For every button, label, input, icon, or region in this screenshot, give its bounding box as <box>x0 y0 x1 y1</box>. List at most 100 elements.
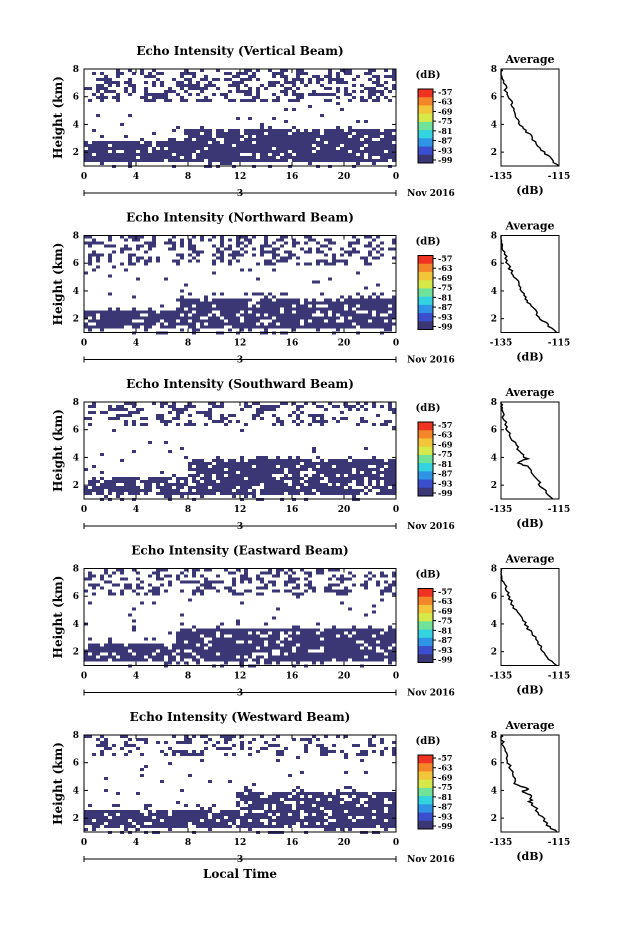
echo-cell <box>284 819 288 822</box>
echo-cell <box>296 141 300 144</box>
echo-cell <box>316 242 320 245</box>
echo-cell <box>240 156 244 159</box>
echo-cell <box>312 653 316 656</box>
echo-cell <box>352 299 356 302</box>
echo-cell <box>380 144 384 147</box>
y-axis-label: Height (km) <box>51 243 65 326</box>
echo-cell <box>172 323 176 326</box>
echo-cell <box>248 459 252 462</box>
echo-cell <box>304 641 308 644</box>
echo-cell <box>180 647 184 650</box>
echo-cell <box>200 129 204 132</box>
echo-cell <box>356 423 360 426</box>
echo-cell <box>88 417 92 420</box>
echo-cell <box>140 423 144 426</box>
echo-cell <box>208 825 212 828</box>
echo-cell <box>360 314 364 317</box>
echo-cell <box>320 405 324 408</box>
echo-cell <box>304 584 308 587</box>
echo-cell <box>148 575 152 578</box>
echo-cell <box>252 417 256 420</box>
echo-cell <box>328 239 332 242</box>
echo-cell <box>160 153 164 156</box>
echo-cell <box>168 99 172 102</box>
echo-cell <box>280 459 284 462</box>
echo-cell <box>100 453 104 456</box>
echo-cell <box>284 810 288 813</box>
echo-cell <box>332 254 336 257</box>
echo-cell <box>344 653 348 656</box>
echo-cell <box>208 489 212 492</box>
echo-cell <box>284 465 288 468</box>
echo-cell <box>112 320 116 323</box>
echo-cell <box>196 819 200 822</box>
echo-cell <box>344 480 348 483</box>
echo-cell <box>176 156 180 159</box>
echo-cell <box>336 90 340 93</box>
echo-cell <box>136 144 140 147</box>
echo-cell <box>236 795 240 798</box>
echo-cell <box>308 813 312 816</box>
echo-cell <box>284 489 288 492</box>
echo-cell <box>292 245 296 248</box>
echo-cell <box>328 242 332 245</box>
echo-cell <box>204 635 208 638</box>
echo-cell <box>264 251 268 254</box>
echo-cell <box>292 798 296 801</box>
echo-cell <box>108 81 112 84</box>
echo-cell <box>272 738 276 741</box>
echo-cell <box>116 822 120 825</box>
echo-cell <box>200 459 204 462</box>
echo-cell <box>344 156 348 159</box>
echo-cell <box>288 465 292 468</box>
echo-cell <box>120 153 124 156</box>
echo-cell <box>336 659 340 662</box>
echo-cell <box>316 93 320 96</box>
echo-cell <box>132 744 136 747</box>
echo-cell <box>96 90 100 93</box>
echo-cell <box>372 474 376 477</box>
echo-cell <box>320 492 324 495</box>
echo-cell <box>208 408 212 411</box>
echo-cell <box>388 99 392 102</box>
echo-cell <box>348 138 352 141</box>
echo-cell <box>324 656 328 659</box>
echo-cell <box>340 804 344 807</box>
echo-cell <box>136 159 140 162</box>
echo-cell <box>168 420 172 423</box>
echo-cell <box>152 590 156 593</box>
echo-cell <box>328 465 332 468</box>
echo-cell <box>336 486 340 489</box>
echo-cell <box>88 819 92 822</box>
echo-cell <box>376 477 380 480</box>
echo-cell <box>232 302 236 305</box>
echo-cell <box>220 153 224 156</box>
echo-cell <box>320 489 324 492</box>
echo-cell <box>100 489 104 492</box>
echo-cell <box>320 462 324 465</box>
echo-cell <box>164 96 168 99</box>
echo-cell <box>312 317 316 320</box>
echo-cell <box>228 810 232 813</box>
echo-cell <box>128 825 132 828</box>
echo-cell <box>208 810 212 813</box>
echo-cell <box>316 263 320 266</box>
echo-cell <box>360 156 364 159</box>
echo-cell <box>216 644 220 647</box>
echo-cell <box>96 647 100 650</box>
echo-cell <box>244 78 248 81</box>
echo-cell <box>296 308 300 311</box>
echo-cell <box>144 93 148 96</box>
echo-cell <box>284 747 288 750</box>
echo-cell <box>340 411 344 414</box>
echo-cell <box>260 135 264 138</box>
colorbar-tick-label: -87 <box>438 136 452 146</box>
echo-cell <box>352 465 356 468</box>
echo-cell <box>136 578 140 581</box>
echo-cell <box>136 587 140 590</box>
echo-cell <box>244 590 248 593</box>
echo-cell <box>388 798 392 801</box>
echo-cell <box>300 96 304 99</box>
echo-cell <box>348 251 352 254</box>
echo-cell <box>260 471 264 474</box>
